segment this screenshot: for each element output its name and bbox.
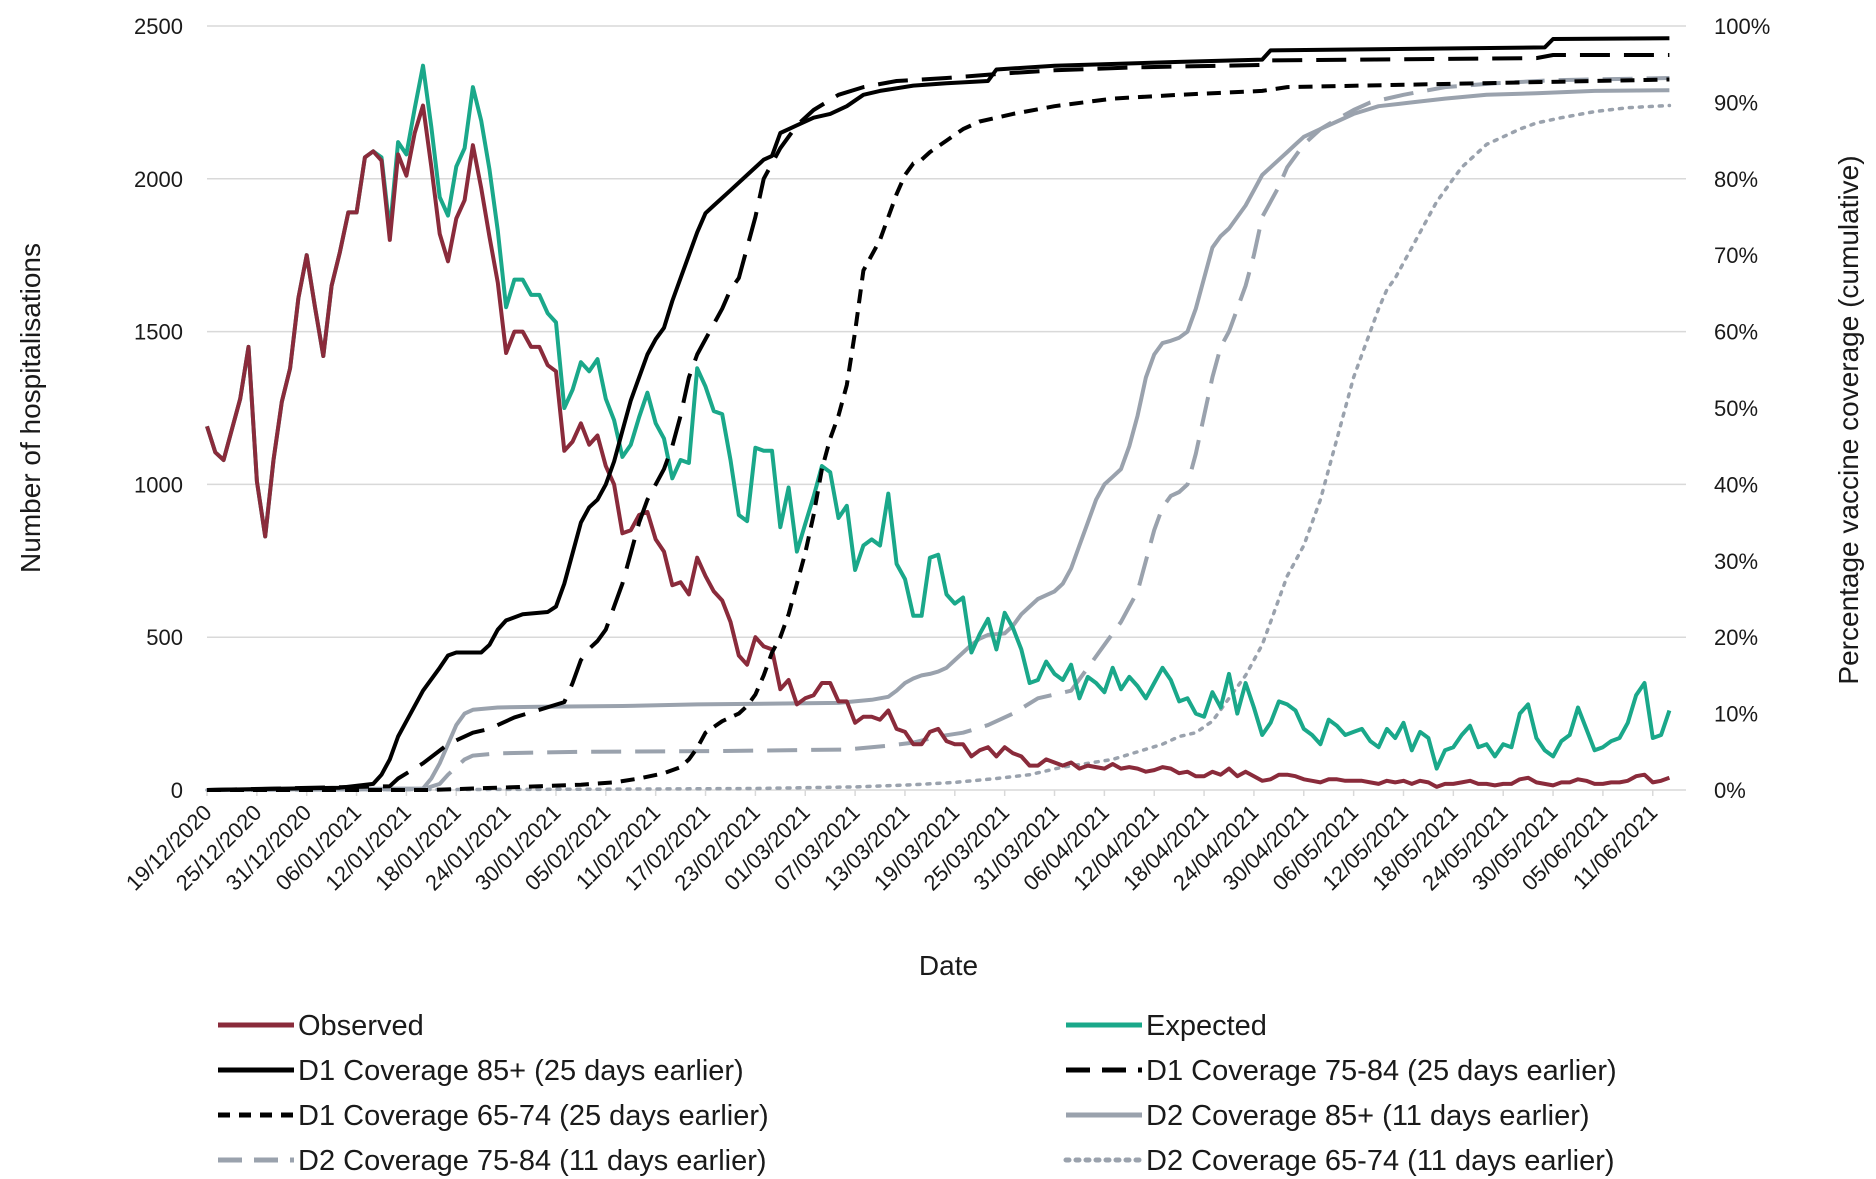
right-axis: 0% 10% 20% 30% 40% 50% 60% 70% 80% 90% 100%	[1714, 14, 1770, 803]
series-line-8	[205, 103, 1672, 792]
legend-label: D1 Coverage 65-74 (25 days earlier)	[298, 1100, 769, 1132]
legend-label: D1 Coverage 85+ (25 days earlier)	[298, 1055, 744, 1087]
legend-label: D2 Coverage 75-84 (11 days earlier)	[298, 1145, 767, 1177]
series-line-7	[206, 76, 1670, 792]
right-tick-label: 30%	[1714, 549, 1758, 574]
left-axis-title: Number of hospitalisations	[15, 243, 46, 573]
left-tick-label: 2500	[134, 14, 183, 39]
series-group	[205, 36, 1672, 792]
left-tick-label: 1500	[134, 320, 183, 345]
right-tick-label: 10%	[1714, 702, 1758, 727]
right-tick-label: 70%	[1714, 243, 1758, 268]
right-tick-label: 0%	[1714, 778, 1746, 803]
left-tick-label: 2000	[134, 167, 183, 192]
series-line-4	[206, 53, 1670, 792]
legend-label: Observed	[298, 1010, 424, 1042]
left-tick-label: 0	[171, 778, 183, 803]
left-axis: 0 500 1000 1500 2000 2500	[134, 14, 183, 803]
x-axis: 19/12/202025/12/202031/12/202006/01/2021…	[121, 790, 1662, 895]
legend-label: D2 Coverage 65-74 (11 days earlier)	[1146, 1145, 1615, 1177]
legend-label: D1 Coverage 75-84 (25 days earlier)	[1146, 1055, 1617, 1087]
right-tick-label: 80%	[1714, 167, 1758, 192]
series-line-5	[207, 77, 1670, 792]
right-tick-label: 100%	[1714, 14, 1770, 39]
right-tick-label: 60%	[1714, 320, 1758, 345]
right-axis-title: Percentage vaccine coverage (cumulative)	[1833, 155, 1864, 684]
x-axis-title: Date	[919, 950, 978, 981]
right-tick-label: 50%	[1714, 396, 1758, 421]
left-tick-label: 500	[146, 625, 183, 650]
legend: Observed Expected D1 Coverage 85+ (25 days…	[218, 1010, 1617, 1177]
left-tick-label: 1000	[134, 472, 183, 497]
series-line-3	[206, 36, 1670, 792]
legend-label: Expected	[1146, 1010, 1267, 1042]
right-tick-label: 20%	[1714, 625, 1758, 650]
series-line-1	[205, 63, 1672, 771]
right-tick-label: 90%	[1714, 90, 1758, 115]
legend-label: D2 Coverage 85+ (11 days earlier)	[1146, 1100, 1590, 1132]
right-tick-label: 40%	[1714, 472, 1758, 497]
series-line-2	[205, 103, 1671, 789]
